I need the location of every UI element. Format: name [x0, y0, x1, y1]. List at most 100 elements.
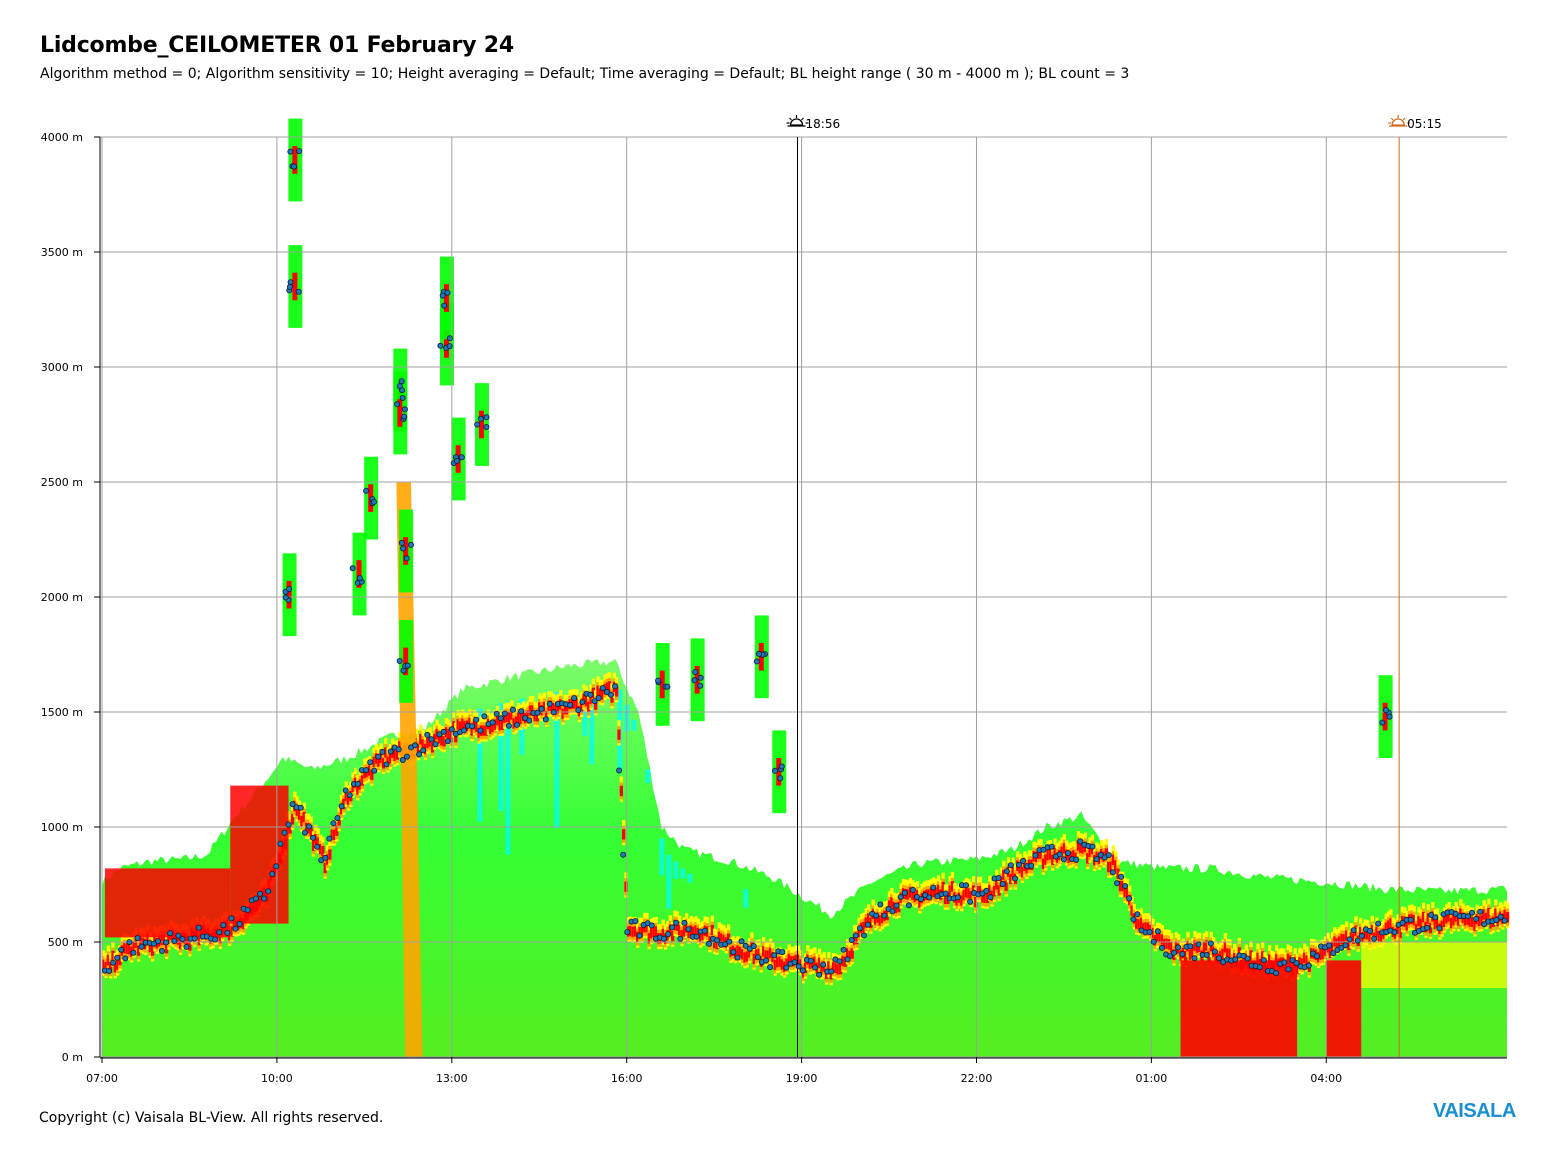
bl-marker [1179, 951, 1186, 958]
band-red [470, 725, 474, 736]
bl-marker [722, 941, 729, 948]
band-red [633, 926, 637, 937]
band-red [185, 934, 190, 946]
band-red [330, 829, 334, 840]
bl-marker [701, 927, 708, 934]
bl-marker [439, 292, 446, 299]
bl-marker [607, 691, 614, 698]
bl-marker [440, 728, 447, 735]
high-layer-core [776, 758, 782, 786]
band-red [1072, 850, 1076, 861]
bl-marker [1346, 936, 1353, 943]
bl-marker [526, 717, 533, 724]
band-red [654, 926, 658, 937]
band-red [1447, 911, 1451, 922]
band-red [360, 775, 365, 786]
x-tick-label: 16:00 [611, 1072, 643, 1085]
band-red [1449, 917, 1454, 929]
band-red [461, 718, 465, 729]
bl-marker [550, 709, 557, 716]
bl-marker [877, 901, 884, 908]
band-red [1389, 918, 1393, 929]
band-red [719, 933, 724, 944]
band-red [941, 881, 945, 893]
bl-marker [114, 954, 121, 961]
band-red [575, 698, 579, 709]
band-red [372, 756, 376, 768]
bl-marker [1305, 962, 1312, 969]
bl-marker [1126, 895, 1133, 902]
bl-marker [1407, 916, 1414, 923]
bl-marker [273, 863, 280, 870]
band-red [125, 943, 129, 954]
band-red [398, 741, 402, 752]
band-red [820, 963, 824, 974]
bl-marker [865, 921, 872, 928]
band-red [948, 885, 952, 896]
band-red [232, 919, 236, 931]
band-red [1018, 863, 1022, 874]
band-red [573, 698, 577, 709]
band-red [1009, 873, 1013, 885]
high-layer-core [443, 330, 449, 358]
band-red [691, 926, 696, 938]
chart-subtitle: Algorithm method = 0; Algorithm sensitiv… [40, 66, 1130, 82]
bl-marker [518, 708, 525, 715]
bl-marker [1211, 948, 1218, 955]
band-red [932, 886, 936, 898]
band-red [808, 958, 812, 969]
bl-marker [1358, 932, 1365, 939]
bl-marker [1028, 862, 1035, 869]
band-red [1468, 916, 1472, 927]
band-red [955, 895, 959, 906]
band-red [377, 756, 381, 767]
haze-patch [505, 701, 511, 855]
bl-marker [897, 894, 904, 901]
bl-marker [289, 801, 296, 808]
band-red [985, 892, 990, 904]
bl-marker [338, 803, 345, 810]
band-red [670, 930, 675, 942]
bl-marker [286, 283, 293, 290]
band-red [1433, 918, 1437, 930]
night-red-block [1326, 960, 1362, 1057]
band-red [836, 964, 840, 975]
band-red [384, 747, 388, 758]
band-red [752, 953, 756, 965]
band-red [736, 945, 740, 956]
band-red [1184, 950, 1188, 962]
bl-marker [918, 896, 925, 903]
band-red [104, 962, 108, 973]
band-red [745, 951, 749, 962]
band-red [850, 948, 854, 959]
bl-marker [363, 487, 370, 494]
bl-marker [767, 964, 774, 971]
band-red [122, 942, 127, 954]
band-red [974, 896, 978, 908]
band-red [950, 881, 955, 892]
bl-marker [175, 932, 182, 939]
band-red [1107, 861, 1111, 873]
band-red [1456, 915, 1461, 926]
band-red [682, 926, 686, 937]
band-red [1435, 917, 1440, 928]
band-red [615, 686, 619, 697]
bl-marker [481, 713, 488, 720]
bl-marker [542, 716, 549, 723]
band-red [328, 849, 332, 860]
band-red [160, 934, 164, 946]
band-red [379, 752, 383, 763]
band-red [969, 891, 973, 902]
bl-marker [277, 840, 284, 847]
band-red [1170, 942, 1174, 953]
bl-marker [287, 148, 294, 155]
bl-marker [926, 894, 933, 901]
band-red [645, 922, 649, 933]
bl-marker [1105, 852, 1112, 859]
bl-marker [1256, 964, 1263, 971]
bl-marker [1154, 928, 1161, 935]
band-red [164, 943, 169, 954]
band-red [1445, 913, 1449, 924]
band-red [841, 955, 845, 967]
band-red [890, 897, 894, 908]
